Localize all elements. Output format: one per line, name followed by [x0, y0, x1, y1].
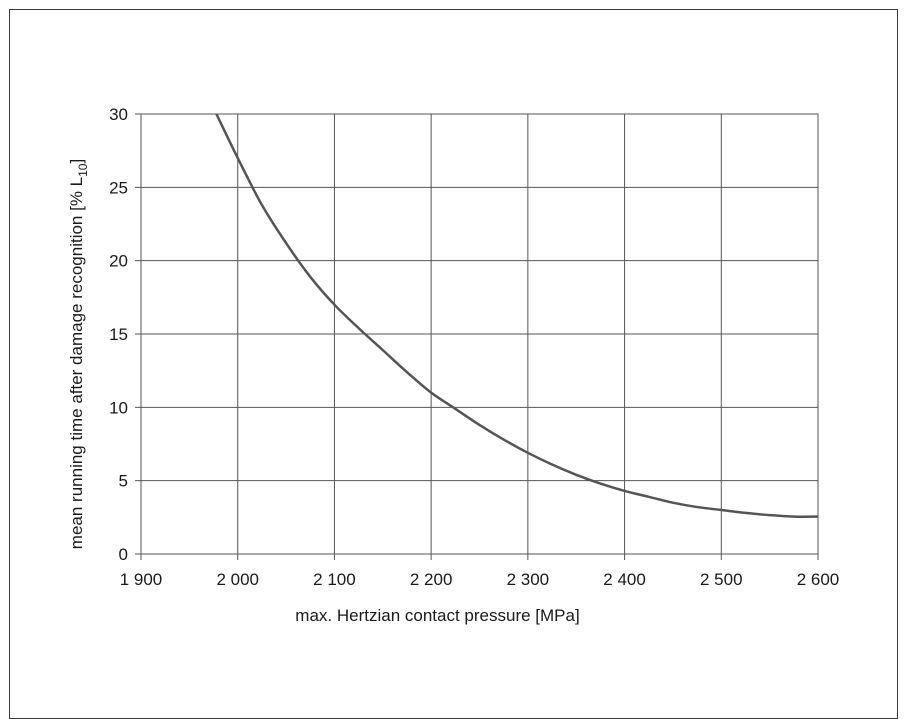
y-tick-label: 30 — [109, 105, 128, 124]
x-axis-ticks: 1 900 2 000 2 100 2 200 2 300 2 400 2 500 2 600 — [120, 554, 840, 589]
x-tick-label: 2 000 — [216, 570, 259, 589]
y-tick-label: 10 — [109, 398, 128, 417]
series-line — [215, 113, 819, 518]
y-tick-label: 25 — [109, 178, 128, 197]
x-tick-label: 2 100 — [313, 570, 356, 589]
y-tick-label: 20 — [109, 252, 128, 271]
x-tick-label: 2 400 — [603, 570, 646, 589]
y-axis-label-main: mean running time after damage recogniti… — [67, 177, 86, 549]
y-axis-ticks: 0 5 10 15 20 25 30 — [109, 105, 141, 564]
x-tick-label: 2 200 — [410, 570, 453, 589]
x-tick-label: 1 900 — [120, 570, 163, 589]
y-axis-label-suffix: ] — [67, 159, 86, 164]
grid — [140, 113, 819, 555]
y-axis-label: mean running time after damage recogniti… — [67, 159, 90, 549]
x-tick-label: 2 500 — [700, 570, 743, 589]
y-tick-label: 15 — [109, 325, 128, 344]
x-tick-label: 2 300 — [507, 570, 550, 589]
x-axis-label: max. Hertzian contact pressure [MPa] — [295, 606, 579, 625]
x-tick-label: 2 600 — [797, 570, 840, 589]
y-axis-label-subscript: 10 — [76, 163, 90, 177]
y-tick-label: 0 — [119, 545, 128, 564]
y-tick-label: 5 — [119, 472, 128, 491]
